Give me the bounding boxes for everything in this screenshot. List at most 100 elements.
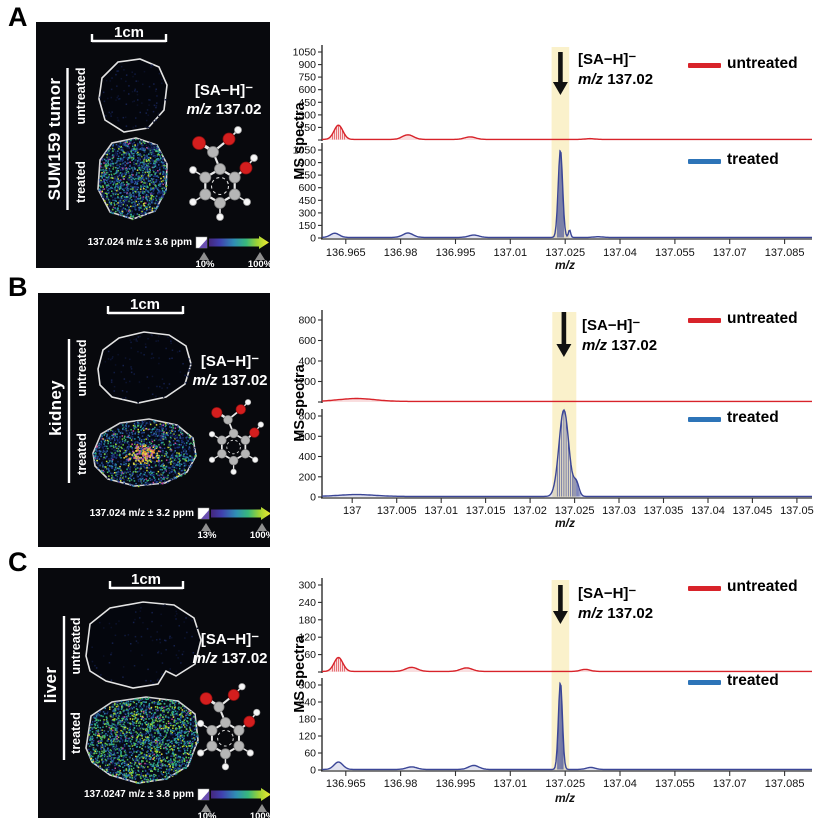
untreated-spectrum-trace [321, 397, 812, 403]
treated-tissue [85, 696, 199, 785]
ion-annotation: [SA−H]⁻ m/z 137.02 [178, 82, 270, 120]
svg-text:150: 150 [298, 220, 316, 232]
svg-text:240: 240 [298, 697, 316, 709]
svg-text:750: 750 [298, 72, 316, 84]
svg-text:136.98: 136.98 [384, 778, 418, 790]
scale-bar-label: 1cm [130, 571, 162, 588]
colorbar-label: 137.024 m/z ± 3.2 ppm [89, 508, 194, 519]
treated-spectrum-trace [322, 149, 812, 239]
svg-text:137.04: 137.04 [603, 247, 637, 259]
colorbar-max-label: 100% [249, 530, 275, 541]
peak-annotation-formula: [SA−H]⁻ [578, 51, 637, 68]
colorbar-label: 137.024 m/z ± 3.6 ppm [87, 237, 192, 248]
untreated-tissue [97, 331, 192, 404]
svg-text:137.035: 137.035 [644, 505, 684, 517]
treated-row-label: treated [75, 433, 89, 475]
svg-text:600: 600 [298, 182, 316, 194]
peak-arrow-icon [552, 585, 568, 624]
treated-spectrum-trace [322, 681, 812, 771]
treated-legend-swatch [688, 680, 721, 685]
svg-text:137.07: 137.07 [713, 778, 747, 790]
organ-bracket-line [62, 616, 66, 760]
ion-mz: m/z 137.02 [186, 100, 262, 118]
peak-annotation-formula: [SA−H]⁻ [582, 317, 641, 334]
y-axis-label: MS spectra [292, 635, 308, 713]
svg-text:137.03: 137.03 [602, 505, 636, 517]
scale-bar [108, 581, 185, 590]
svg-text:450: 450 [298, 97, 316, 109]
svg-text:137: 137 [343, 505, 361, 517]
svg-text:137.07: 137.07 [713, 247, 747, 259]
svg-text:0: 0 [310, 233, 316, 245]
msi-image: 1cm kidney untreated treated [SA−H]⁻ m/z… [38, 293, 274, 547]
peak-annotation-mz: m/z 137.02 [582, 336, 658, 354]
svg-text:300: 300 [298, 109, 316, 121]
msi-image: 1cm SUM159 tumor untreated treated [SA−H… [36, 22, 272, 270]
x-axis-label: m/z [554, 258, 575, 272]
x-axis-label: m/z [554, 791, 575, 805]
untreated-tissue [98, 58, 168, 133]
svg-text:800: 800 [298, 315, 316, 327]
svg-text:60: 60 [304, 748, 316, 760]
treated-legend-swatch [688, 159, 721, 164]
svg-text:137.02: 137.02 [513, 505, 547, 517]
x-axis-label: m/z [554, 516, 575, 530]
svg-text:900: 900 [298, 157, 316, 169]
svg-text:900: 900 [298, 59, 316, 71]
svg-text:137.04: 137.04 [691, 505, 725, 517]
peak-annotation: [SA−H]⁻ m/z 137.02 [578, 50, 653, 89]
y-axis-label: MS spectra [292, 102, 308, 180]
peak-annotation: [SA−H]⁻ m/z 137.02 [578, 584, 653, 623]
treated-spectrum-trace [322, 408, 812, 498]
untreated-row-label: untreated [75, 339, 89, 397]
untreated-spectrum-trace [322, 124, 812, 141]
svg-text:60: 60 [304, 649, 316, 661]
treated-legend-label: treated [727, 409, 779, 426]
salicylic-acid-molecule [208, 399, 264, 475]
svg-text:180: 180 [298, 714, 316, 726]
organ-bracket-line [66, 68, 69, 210]
svg-text:137.045: 137.045 [733, 505, 773, 517]
svg-text:1050: 1050 [293, 47, 317, 59]
peak-arrow-icon [556, 312, 572, 357]
svg-text:200: 200 [298, 376, 316, 388]
svg-text:120: 120 [298, 632, 316, 644]
svg-text:137.025: 137.025 [555, 505, 595, 517]
svg-text:136.995: 136.995 [436, 247, 476, 259]
untreated-row-label: untreated [74, 67, 88, 125]
organ-label: liver [41, 666, 60, 704]
salicylic-acid-molecule [189, 126, 258, 221]
intensity-colorbar [195, 236, 269, 260]
ion-formula: [SA−H]⁻ [200, 353, 260, 370]
organ-label: kidney [46, 380, 65, 436]
svg-text:180: 180 [298, 614, 316, 626]
spectra-panel-B: 200 400 600 800 0 200 400 600 800 137 137.005 137.0… [298, 310, 814, 517]
y-axis-label: MS spectra [292, 364, 308, 442]
colorbar-min-label: 13% [197, 530, 217, 541]
untreated-legend-label: untreated [727, 55, 798, 72]
svg-text:120: 120 [298, 731, 316, 743]
scale-bar [90, 34, 168, 43]
svg-text:137.055: 137.055 [655, 247, 695, 259]
untreated-legend-swatch [688, 63, 721, 68]
svg-text:137.085: 137.085 [765, 247, 805, 259]
svg-text:137.01: 137.01 [493, 247, 527, 259]
treated-row-label: treated [74, 161, 88, 203]
organ-bracket-line [67, 339, 71, 483]
organ-label: SUM159 tumor [45, 77, 64, 201]
ion-mz: m/z 137.02 [192, 371, 268, 389]
colorbar-min-label: 10% [197, 811, 217, 822]
spectra-panel-A: 1503004506007509001050015030045060075090… [293, 45, 812, 259]
spectra-panel-C: 60 120 180 240 300 0 60 120 180 240 300 136.965 136.… [298, 578, 812, 790]
svg-text:137.015: 137.015 [466, 505, 506, 517]
svg-text:200: 200 [298, 471, 316, 483]
ion-formula: [SA−H]⁻ [194, 82, 254, 99]
svg-text:136.98: 136.98 [384, 247, 418, 259]
peak-annotation-mz: m/z 137.02 [578, 604, 654, 622]
colorbar-marker-icon [257, 523, 267, 531]
peak-annotation-mz: m/z 137.02 [578, 70, 654, 88]
svg-text:600: 600 [298, 431, 316, 443]
svg-text:600: 600 [298, 84, 316, 96]
salicylic-acid-molecule [197, 683, 261, 771]
